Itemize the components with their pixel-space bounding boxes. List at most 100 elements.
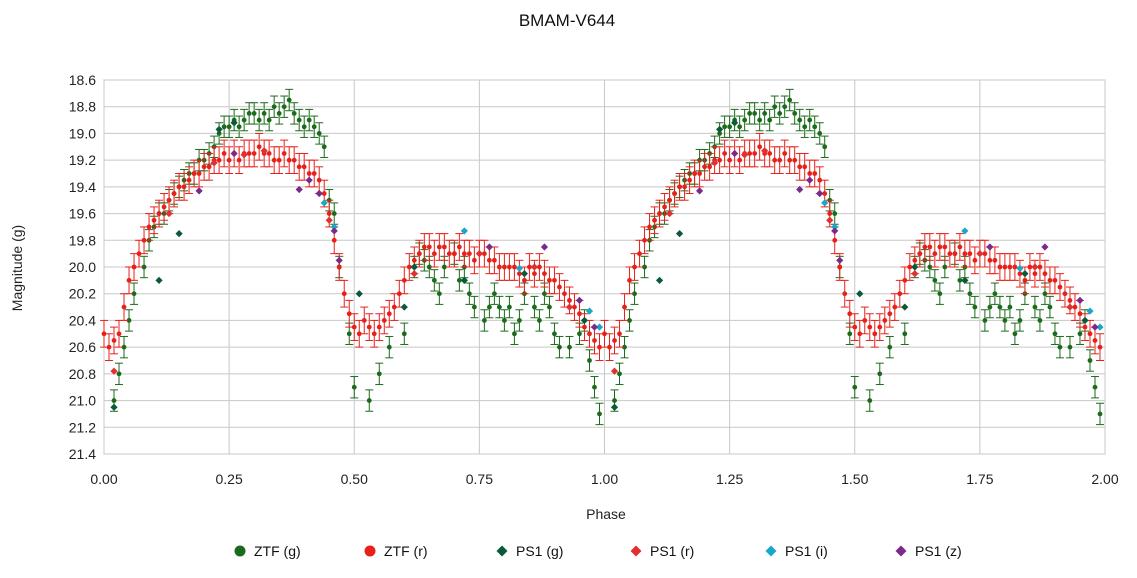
x-tick-label: 1.50 [841,471,868,487]
data-point [296,164,302,170]
data-point [371,331,377,337]
data-point [321,191,327,196]
data-point [757,117,763,123]
data-point [116,331,122,337]
data-point [1007,264,1013,270]
data-point [595,323,604,331]
data-point [436,291,442,297]
data-point [852,384,858,390]
data-point [361,318,367,323]
data-point [1097,411,1103,417]
y-axis: 18.6 18.8 19.0 19.2 19.4 19.6 19.8 20.0 20.2 20.4… [69,72,96,462]
data-point [401,277,407,283]
data-point [537,264,542,270]
data-point [932,251,938,257]
data-point [406,264,412,270]
data-point [240,151,248,159]
data-point [151,217,157,223]
y-axis-title: Magnitude (g) [9,225,25,311]
data-point [206,164,212,170]
data-point [341,291,347,297]
data-point [952,251,958,257]
data-point [276,110,282,116]
data-point [110,403,118,411]
data-point [575,296,584,304]
data-point [1081,316,1089,325]
data-point [867,324,873,330]
data-point [532,304,537,310]
data-point [537,318,542,323]
data-point [787,97,793,103]
data-point [836,256,844,264]
data-point [281,104,287,110]
data-point [471,304,477,310]
data-point [181,184,187,190]
data-point [155,276,163,284]
data-point [121,344,127,350]
data-point [877,371,883,377]
data-point [106,344,112,350]
data-point [565,303,574,311]
data-point [441,244,447,250]
data-point [796,185,804,194]
data-point [221,124,227,130]
x-axis-title: Phase [586,506,626,522]
data-point [1052,331,1058,337]
legend-marker [364,545,376,557]
legend-marker [630,545,642,557]
data-point [296,117,302,123]
data-point [992,291,998,297]
data-point [1092,338,1098,343]
data-point [1027,264,1033,270]
data-point [311,124,317,130]
data-point [547,277,552,283]
data-point [1002,264,1008,270]
data-point [426,264,432,270]
data-point [632,264,637,270]
data-point [577,311,582,317]
data-point [321,144,327,150]
data-point [667,197,672,203]
data-point [902,277,908,283]
data-point [1041,243,1049,251]
data-point [1037,264,1043,270]
data-point [657,211,662,216]
data-point [777,110,783,116]
data-point [400,303,408,311]
data-point [366,398,372,403]
data-point [486,257,492,263]
data-point [617,331,622,337]
data-point [485,243,493,251]
data-point [491,291,497,297]
data-point [1016,264,1024,272]
data-point [346,331,352,337]
data-point [932,277,938,283]
data-point [191,171,197,176]
data-point [752,151,758,156]
data-point [872,331,878,337]
data-point [675,230,684,238]
data-point [166,197,172,203]
data-point [976,250,984,258]
data-point [727,124,733,130]
data-point [532,271,537,277]
data-point [136,251,142,257]
data-point [812,171,818,176]
data-point [772,104,778,110]
data-point [315,189,323,198]
data-point [947,251,953,257]
legend-marker [234,545,246,557]
data-point [812,124,818,130]
series-2 [110,119,1089,411]
data-point [942,264,948,270]
data-point [722,151,728,156]
data-point [226,157,232,163]
x-tick-label: 0.25 [216,471,243,487]
data-point [961,276,969,284]
data-point [547,304,552,310]
data-point [767,117,773,123]
data-point [507,304,512,310]
y-tick-label: 20.2 [69,286,96,302]
data-point [782,151,788,156]
data-point [797,117,803,123]
